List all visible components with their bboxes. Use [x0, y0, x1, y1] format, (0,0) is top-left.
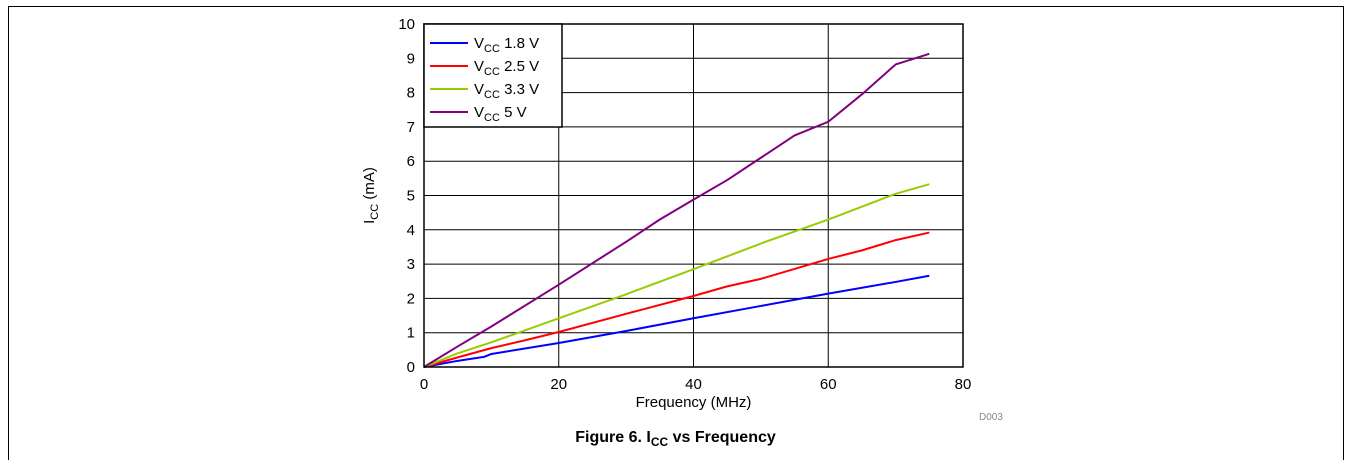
x-tick-label: 40 — [685, 376, 702, 393]
x-tick-label: 20 — [550, 376, 567, 393]
y-tick-label: 6 — [407, 153, 415, 170]
legend-entry: VCC 3.3 V — [474, 81, 539, 101]
x-tick-label: 80 — [955, 376, 972, 393]
figure-frame — [8, 6, 1344, 460]
series-line-3 — [423, 183, 930, 368]
series-lines — [423, 52, 930, 368]
y-tick-label: 1 — [407, 325, 415, 342]
legend-entry-name: V — [474, 81, 484, 98]
y-tick-label: 10 — [398, 16, 415, 33]
figure-code: D003 — [979, 412, 1003, 423]
series-line-2 — [423, 231, 930, 368]
legend-entry-sub: CC — [484, 43, 500, 55]
series-line-1 — [423, 274, 930, 368]
series-line-4 — [423, 52, 930, 368]
y-tick-label: 3 — [407, 256, 415, 273]
x-tick-label: 60 — [820, 376, 837, 393]
legend-entry: VCC 5 V — [474, 104, 527, 124]
y-tick-label: 4 — [407, 222, 415, 239]
y-axis-label: ICC (mA) — [361, 167, 381, 224]
legend-entry-name: V — [474, 104, 484, 121]
legend-entry-suffix: 5 V — [500, 104, 527, 121]
y-tick-label: 0 — [407, 359, 415, 376]
legend-entry-sub: CC — [484, 66, 500, 78]
plot-border — [423, 23, 964, 368]
legend-entry-suffix: 3.3 V — [500, 81, 539, 98]
legend-entry: VCC 1.8 V — [474, 35, 539, 55]
y-tick-label: 8 — [407, 85, 415, 102]
y-axis-label-unit: (mA) — [361, 167, 378, 204]
legend-entry-suffix: 2.5 V — [500, 58, 539, 75]
tick-labels: 0 20 40 60 80 0 1 2 3 4 5 6 7 8 9 10 — [398, 16, 971, 393]
legend-entry: VCC 2.5 V — [474, 58, 539, 78]
y-tick-label: 2 — [407, 290, 415, 307]
legend-entry-suffix: 1.8 V — [500, 35, 539, 52]
legend-entry-sub: CC — [484, 89, 500, 101]
legend-entry-name: V — [474, 58, 484, 75]
caption-prefix: Figure 6. I — [575, 429, 651, 446]
y-axis-label-main: I — [361, 220, 378, 224]
legend-box — [423, 23, 563, 128]
caption-sub: CC — [650, 435, 669, 450]
legend-entry-sub: CC — [484, 112, 500, 124]
y-tick-label: 7 — [407, 119, 415, 136]
figure-caption: Figure 6. ICC vs Frequency — [0, 429, 1351, 449]
y-axis-label-sub: CC — [369, 204, 381, 220]
caption-suffix: vs Frequency — [668, 429, 776, 446]
y-tick-label: 9 — [407, 50, 415, 67]
legend-entry-name: V — [474, 35, 484, 52]
x-axis-label: Frequency (MHz) — [636, 394, 752, 411]
y-tick-label: 5 — [407, 188, 415, 205]
x-tick-label: 0 — [420, 376, 428, 393]
